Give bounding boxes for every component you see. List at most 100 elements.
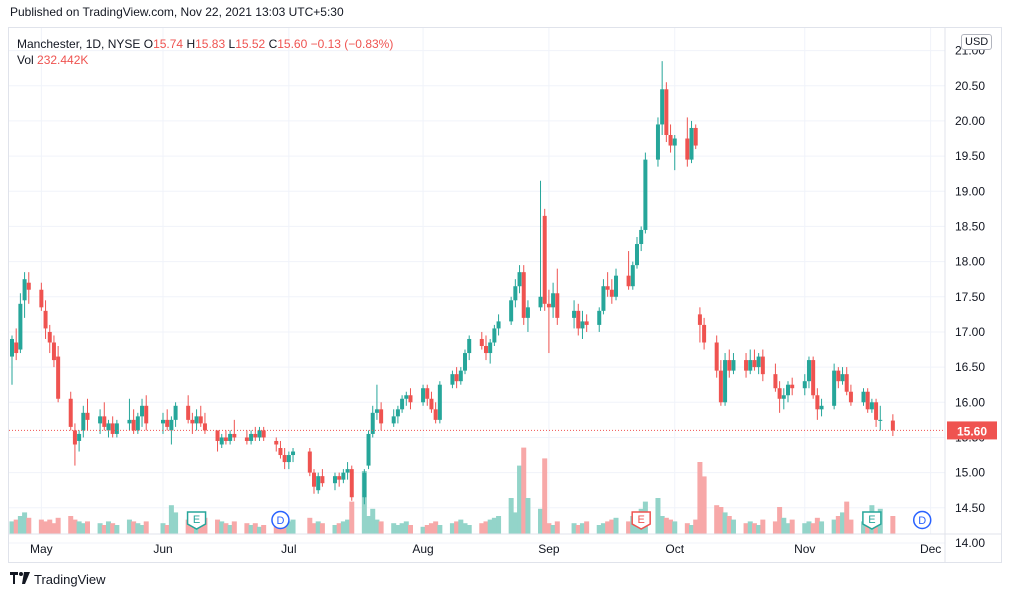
volume-bar xyxy=(496,516,502,534)
candle xyxy=(861,388,866,406)
candle-body xyxy=(404,395,409,399)
volume-value: 232.442K xyxy=(37,53,89,67)
dividend-marker[interactable]: D xyxy=(912,510,932,530)
x-tick-label: Jul xyxy=(281,542,296,556)
volume-bar xyxy=(655,498,661,534)
candle-body xyxy=(51,342,56,361)
candle-body xyxy=(316,476,321,491)
volume-bar xyxy=(819,521,825,534)
candle-body xyxy=(450,374,455,385)
volume-bar xyxy=(462,523,468,534)
chart-legend: Manchester, 1D, NYSE O15.74 H15.83 L15.5… xyxy=(17,36,393,68)
candle xyxy=(832,363,837,410)
candle-body xyxy=(668,134,673,146)
candle xyxy=(14,328,19,361)
volume-bar xyxy=(198,525,204,534)
candle-body xyxy=(672,138,677,146)
candle-body xyxy=(693,127,698,146)
candle xyxy=(496,314,501,336)
low-value: 15.52 xyxy=(235,37,266,51)
volume-bar xyxy=(80,523,86,534)
candle xyxy=(349,465,354,501)
candle-body xyxy=(626,275,631,287)
candle-body xyxy=(454,374,459,382)
candle-body xyxy=(135,416,140,431)
volume-bar xyxy=(865,523,871,534)
candle xyxy=(513,279,518,308)
candle-body xyxy=(98,416,103,424)
candle-body xyxy=(425,388,430,399)
candle xyxy=(72,423,77,466)
volume-bar xyxy=(785,523,791,534)
candle-body xyxy=(110,423,115,434)
volume-bar xyxy=(311,523,317,534)
volume-bar xyxy=(403,521,409,534)
candle-body xyxy=(349,469,354,498)
candle xyxy=(215,430,220,452)
candle xyxy=(68,391,73,431)
volume-bar xyxy=(105,521,111,534)
volume-bar xyxy=(164,525,170,534)
candle-body xyxy=(14,342,19,354)
volume-bar xyxy=(223,523,229,534)
candle-body xyxy=(727,360,732,371)
candle-body xyxy=(114,423,119,434)
candle xyxy=(366,430,371,470)
candle xyxy=(479,331,484,350)
earnings-marker[interactable]: E xyxy=(862,511,882,530)
candle xyxy=(483,335,488,361)
volume-bar xyxy=(743,523,749,534)
candle xyxy=(458,367,463,385)
dividend-marker[interactable]: D xyxy=(271,510,290,530)
volume-bar xyxy=(332,525,338,534)
currency-button[interactable]: USD xyxy=(961,34,993,50)
volume-bar xyxy=(777,507,783,534)
candle-body xyxy=(22,279,27,301)
candle xyxy=(693,124,698,150)
candle-body xyxy=(274,440,279,445)
candle-body xyxy=(26,282,31,290)
candle-body xyxy=(752,360,757,368)
volume-bar xyxy=(85,521,91,534)
volume-bar xyxy=(256,526,262,534)
x-tick-label: Oct xyxy=(665,542,684,556)
earnings-marker[interactable]: E xyxy=(186,511,207,530)
volume-bar xyxy=(76,521,82,534)
candle-body xyxy=(756,356,761,368)
volume-bar xyxy=(747,521,753,534)
candle-body xyxy=(760,356,765,375)
dividend-label: D xyxy=(276,515,284,527)
volume-bar xyxy=(143,521,149,534)
tradingview-logo-icon xyxy=(10,572,30,587)
candle-body xyxy=(320,476,325,484)
candle-body xyxy=(819,405,824,410)
volume-bar xyxy=(160,523,166,534)
dividend-icon xyxy=(912,510,932,530)
volume-bar xyxy=(370,508,376,534)
volume-bar xyxy=(663,517,669,534)
candle-body xyxy=(605,286,610,290)
volume-bar xyxy=(219,521,225,534)
volume-bar xyxy=(139,525,145,534)
candle-body xyxy=(437,384,442,420)
candle-body xyxy=(10,338,14,357)
candle-body xyxy=(572,310,577,318)
volume-bar xyxy=(407,525,413,534)
candle-body xyxy=(312,472,317,487)
volume-bar xyxy=(579,523,585,534)
candle-body xyxy=(878,419,883,421)
candle-body xyxy=(18,303,23,350)
candle xyxy=(161,412,166,434)
candle-body xyxy=(366,433,371,466)
earnings-marker[interactable]: E xyxy=(631,511,651,530)
candle xyxy=(634,236,639,269)
volume-bar xyxy=(479,523,485,534)
candle xyxy=(274,437,279,452)
candle xyxy=(102,402,107,431)
candlesticks xyxy=(10,61,895,505)
candle xyxy=(802,374,807,396)
candle-body xyxy=(374,409,379,413)
volume-bar xyxy=(433,521,439,534)
